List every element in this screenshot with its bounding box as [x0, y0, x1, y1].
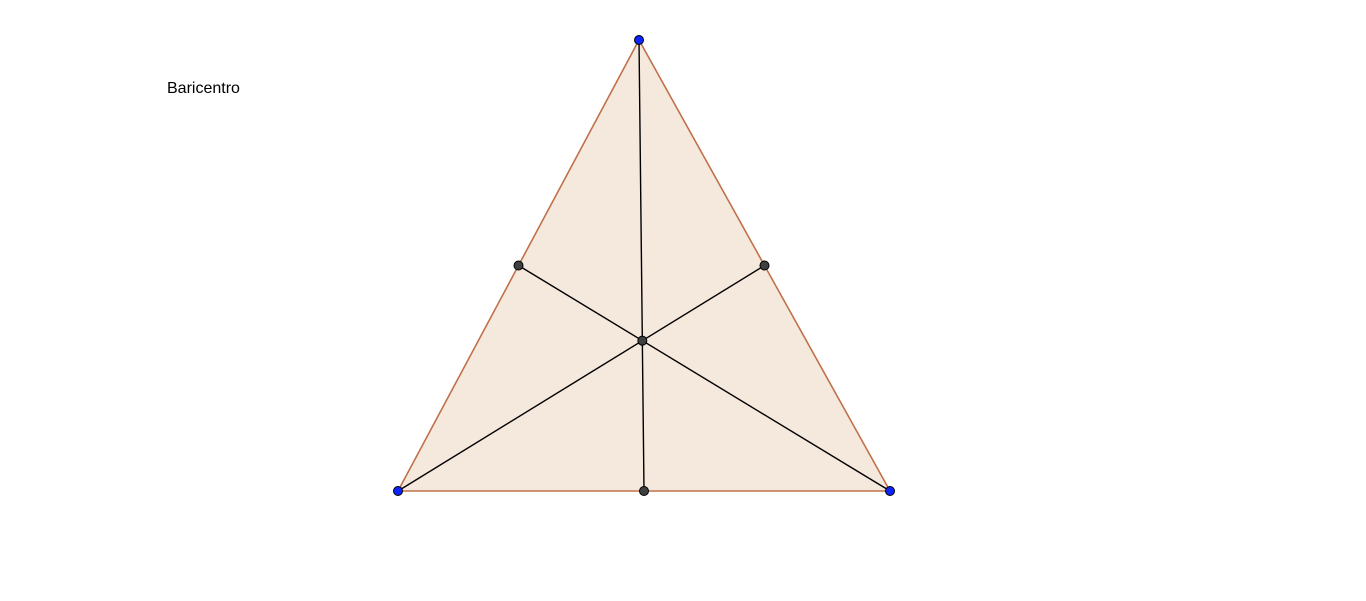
vertex-b[interactable] [886, 487, 895, 496]
midpoint-bc[interactable] [760, 261, 769, 270]
vertex-c[interactable] [635, 36, 644, 45]
vertex-a[interactable] [394, 487, 403, 496]
centroid-point[interactable] [638, 336, 647, 345]
midpoint-ca[interactable] [514, 261, 523, 270]
midpoint-ab[interactable] [640, 487, 649, 496]
triangle-polygon[interactable] [398, 40, 890, 491]
title-label: Baricentro [167, 80, 240, 98]
